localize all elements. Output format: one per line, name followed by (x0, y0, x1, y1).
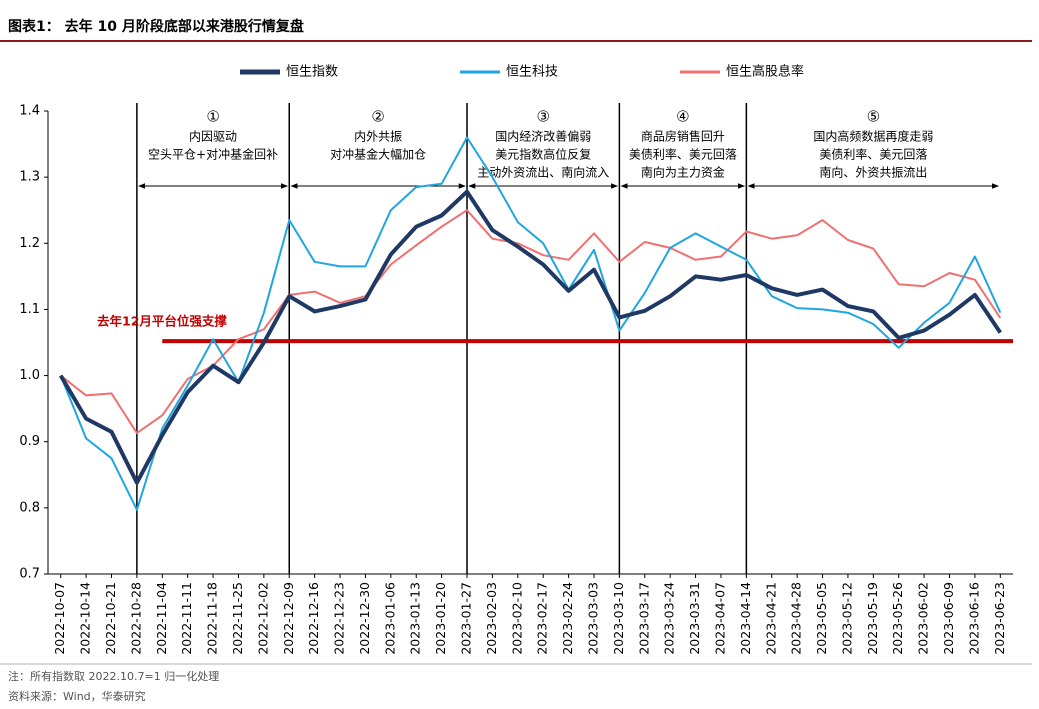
x-tick-label: 2022-12-02 (255, 582, 270, 655)
x-tick-label: 2023-03-10 (611, 582, 626, 655)
x-tick-label: 2023-03-03 (585, 582, 600, 655)
x-tick-label: 2023-03-24 (662, 582, 677, 655)
x-tick-label: 2023-06-09 (941, 582, 956, 655)
phase-marker: ⑤ (867, 108, 880, 126)
phase-text: 国内经济改善偏弱 (495, 129, 591, 144)
x-tick-label: 2022-11-25 (230, 582, 245, 655)
y-tick-label: 0.7 (19, 567, 40, 582)
phase-marker: ① (206, 108, 219, 126)
x-tick-label: 2023-04-21 (763, 582, 778, 655)
x-tick-label: 2023-06-23 (992, 582, 1007, 655)
x-tick-label: 2023-04-14 (738, 582, 753, 655)
phase-text: 美债利率、美元回落 (629, 147, 737, 162)
x-tick-label: 2023-05-19 (865, 582, 880, 655)
support-label: 去年12月平台位强支撑 (97, 314, 227, 329)
series-line (60, 209, 1002, 435)
x-tick-label: 2023-01-06 (382, 582, 397, 655)
legend-label: 恒生高股息率 (726, 64, 804, 80)
note: 注：所有指数取 2022.10.7=1 归一化处理 (8, 669, 219, 683)
phase-text: 美元指数高位反复 (495, 147, 591, 162)
x-tick-label: 2023-06-16 (966, 582, 981, 655)
phase-text: 美债利率、美元回落 (819, 147, 927, 162)
y-tick-label: 0.8 (19, 500, 40, 515)
x-tick-label: 2023-01-13 (408, 582, 423, 655)
phase-text: 空头平仓+对冲基金回补 (148, 147, 278, 162)
x-tick-label: 2023-05-26 (890, 582, 905, 655)
x-tick-label: 2023-05-05 (814, 582, 829, 655)
phase-text: 内因驱动 (189, 130, 237, 144)
x-tick-label: 2023-02-10 (509, 582, 524, 655)
x-tick-label: 2023-05-12 (839, 582, 854, 655)
phase-text: 主动外资流出、南向流入 (477, 165, 609, 180)
x-tick-label: 2022-11-18 (205, 582, 220, 655)
x-tick-label: 2022-10-14 (78, 582, 93, 655)
x-tick-label: 2023-03-31 (687, 582, 702, 655)
phase-text: 对冲基金大幅加仓 (330, 147, 426, 162)
source: 资料来源：Wind，华泰研究 (8, 689, 146, 703)
phase-marker: ④ (676, 108, 689, 126)
y-tick-label: 0.9 (19, 434, 40, 449)
x-tick-label: 2023-04-28 (789, 582, 804, 655)
y-tick-label: 1.1 (19, 302, 40, 317)
x-tick-label: 2022-10-28 (128, 582, 143, 655)
x-tick-label: 2022-12-23 (332, 582, 347, 655)
series-line (59, 136, 1002, 511)
x-tick-label: 2022-11-04 (154, 582, 169, 655)
x-tick-label: 2023-01-20 (433, 582, 448, 655)
phase-marker: ③ (536, 108, 549, 126)
x-tick-label: 2023-02-03 (484, 582, 499, 655)
series-line (58, 189, 1002, 485)
phase-marker: ② (371, 108, 384, 126)
phase-text: 国内高频数据再度走弱 (813, 129, 933, 144)
legend-label: 恒生科技 (506, 65, 558, 80)
y-tick-label: 1.3 (19, 170, 40, 185)
chart-title: 图表1： 去年 10 月阶段底部以来港股行情复盘 (8, 18, 304, 35)
y-tick-label: 1.2 (19, 236, 40, 251)
phase-text: 内外共振 (354, 130, 402, 144)
x-tick-label: 2022-12-09 (281, 582, 296, 655)
x-tick-label: 2023-04-07 (712, 582, 727, 655)
x-tick-label: 2023-02-24 (560, 582, 575, 655)
phase-text: 南向为主力资金 (641, 165, 725, 180)
x-tick-label: 2022-12-16 (306, 582, 321, 655)
x-tick-label: 2023-03-17 (636, 582, 651, 655)
x-tick-label: 2022-11-11 (179, 582, 194, 655)
x-tick-label: 2023-06-02 (916, 582, 931, 655)
x-tick-label: 2022-10-21 (103, 582, 118, 655)
x-tick-label: 2023-01-27 (459, 582, 474, 655)
y-tick-label: 1.0 (19, 368, 40, 383)
x-tick-label: 2022-12-30 (357, 582, 372, 655)
x-tick-label: 2022-10-07 (52, 582, 67, 655)
x-tick-label: 2023-02-17 (535, 582, 550, 655)
y-tick-label: 1.4 (19, 104, 40, 119)
phase-text: 南向、外资共振流出 (819, 165, 927, 180)
legend-label: 恒生指数 (286, 65, 338, 80)
phase-text: 商品房销售回升 (641, 129, 725, 144)
